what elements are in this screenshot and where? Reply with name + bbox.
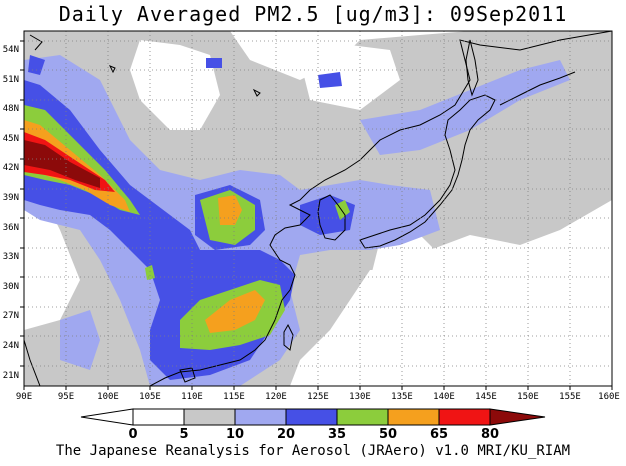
lat-tick: 27N [3, 311, 19, 321]
colorbar-label: 35 [328, 427, 346, 442]
colorbar-label: 50 [379, 427, 397, 442]
lon-tick: 110E [181, 392, 203, 402]
colorbar-bin [285, 408, 338, 426]
coast-lake-b [252, 88, 261, 97]
band-10-20-c [60, 310, 100, 370]
colorbar-label: 65 [430, 427, 448, 442]
lat-tick: 36N [3, 223, 19, 233]
colorbar-bin [438, 408, 491, 426]
lon-tick: 150E [517, 392, 539, 402]
colorbar-label: 20 [277, 427, 295, 442]
colorbar-label: 0 [128, 427, 137, 442]
band-0-5-d [460, 250, 612, 386]
colorbar-bin [336, 408, 389, 426]
band-35-50-e [145, 265, 155, 280]
lon-tick: 125E [307, 392, 329, 402]
band-80-plus [24, 140, 100, 188]
coast-kurils [499, 71, 576, 106]
lon-tick: 145E [475, 392, 497, 402]
lat-labels: 21N 24N 27N 30N 33N 36N 39N 42N 45N 48N … [3, 45, 19, 381]
tick-marks [20, 40, 613, 390]
lat-tick: 33N [3, 252, 19, 262]
lat-tick: 24N [3, 341, 19, 351]
band-20-35-f [206, 58, 222, 68]
coast-hainan [179, 367, 196, 383]
lon-tick: 95E [58, 392, 74, 402]
coast-china [149, 31, 612, 386]
lon-tick: 155E [559, 392, 581, 402]
coast-taiwan [283, 323, 294, 351]
lat-tick: 48N [3, 104, 19, 114]
band-20-35-e [318, 72, 342, 88]
lon-tick: 140E [433, 392, 455, 402]
colorbar-label: 5 [179, 427, 188, 442]
coast-korea [317, 194, 346, 241]
lat-tick: 54N [3, 45, 19, 55]
colorbar-bin [387, 408, 440, 426]
colorbar-bin [132, 408, 185, 426]
lon-tick: 100E [97, 392, 119, 402]
band-0-5-b [130, 40, 220, 130]
coastlines [24, 31, 612, 386]
lat-tick: 21N [3, 371, 19, 381]
lat-tick: 30N [3, 282, 19, 292]
lon-tick: 90E [16, 392, 32, 402]
lat-tick: 51N [3, 75, 19, 85]
lon-tick: 105E [139, 392, 161, 402]
band-50-65-c [205, 290, 265, 333]
band-50-65-b [218, 195, 242, 225]
colorbar-labels: 0 5 10 20 35 50 65 80 [128, 427, 499, 442]
band-10-20-b [360, 60, 570, 155]
colorbar-max-arrow [489, 408, 546, 426]
lon-tick: 160E [598, 392, 620, 402]
lon-tick: 115E [223, 392, 245, 402]
lon-tick: 120E [265, 392, 287, 402]
lon-tick: 135E [391, 392, 413, 402]
coast-japan [359, 94, 496, 249]
colorbar-label: 10 [226, 427, 244, 442]
coast-sakhalin [465, 39, 479, 97]
band-35-50-d [335, 200, 350, 220]
colorbar-min-arrow [80, 408, 134, 426]
coast-lake-a [108, 65, 116, 74]
map-title: Daily Averaged PM2.5 [ug/m3]: 09Sep2011 [58, 2, 568, 26]
lon-tick: 130E [349, 392, 371, 402]
band-0-5-e [300, 45, 400, 110]
credit-line: The Japanese Reanalysis for Aerosol (JRA… [55, 443, 571, 459]
colorbar-bin [183, 408, 236, 426]
coast-lake-c [29, 34, 43, 51]
colorbar-bin [234, 408, 287, 426]
lon-labels: 90E 95E 100E 105E 110E 115E 120E 125E 13… [16, 392, 620, 402]
lat-tick: 39N [3, 193, 19, 203]
lat-tick: 42N [3, 163, 19, 173]
band-0-5-c [330, 235, 470, 386]
concentration-field [24, 31, 612, 386]
coast-indochina [24, 339, 41, 386]
colorbar [80, 408, 546, 426]
lat-tick: 45N [3, 134, 19, 144]
colorbar-label: 80 [481, 427, 499, 442]
